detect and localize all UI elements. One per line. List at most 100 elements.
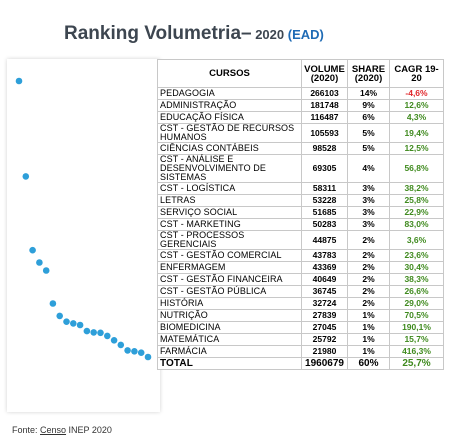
course-name-cell: CST - GESTÃO FINANCEIRA [157,273,302,286]
course-name-cell: CST - MARKETING [157,218,302,231]
scatter-point [63,318,70,326]
table-row: CST - PROCESSOS GERENCIAIS 44875 2% 3,6% [157,230,444,250]
volume-cell: 32724 [301,297,348,310]
cagr-cell: 22,9% [389,206,444,219]
volume-cell: 116487 [301,111,348,124]
total-cagr-cell: 25,7% [389,357,444,370]
cagr-cell: 12,6% [389,99,444,112]
cagr-cell: 26,6% [389,285,444,298]
volume-cell: 36745 [301,285,348,298]
share-cell: 14% [347,87,390,100]
volume-cell: 50283 [301,218,348,231]
course-name-cell: CST - ANÁLISE E DESENVOLVIMENTO DE SISTE… [157,154,302,183]
volume-cell: 69305 [301,154,348,183]
course-name-cell: PEDAGOGIA [157,87,302,100]
share-cell: 1% [347,309,390,322]
share-cell: 4% [347,154,390,183]
table-row: NUTRIÇÃO 27839 1% 70,5% [157,309,444,322]
cagr-cell: 56,8% [389,154,444,183]
course-name-cell: FARMÁCIA [157,345,302,358]
table-row: CST - ANÁLISE E DESENVOLVIMENTO DE SISTE… [157,154,444,183]
cagr-cell: 83,0% [389,218,444,231]
course-name-cell: CIÊNCIAS CONTÁBEIS [157,142,302,155]
volume-cell: 266103 [301,87,348,100]
share-cell: 2% [347,261,390,274]
cagr-cell: 38,3% [389,273,444,286]
scatter-point [70,320,77,327]
table-row: CST - GESTÃO FINANCEIRA 40649 2% 38,3% [157,273,444,286]
course-name-cell: CST - GESTÃO PÚBLICA [157,285,302,298]
scatter-point [117,341,125,349]
ranking-table: CURSOS VOLUME (2020) SHARE (2020) CAGR 1… [157,59,444,370]
scatter-point [144,353,152,361]
cagr-cell: 12,5% [389,142,444,155]
title-main: Ranking Volumetria– [64,23,252,44]
volume-cell: 27839 [301,309,348,322]
scatter-point [76,321,84,329]
cagr-cell: 4,3% [389,111,444,124]
table-row: EDUCAÇÃO FÍSICA 116487 6% 4,3% [157,111,444,124]
cagr-cell: 15,7% [389,333,444,346]
course-name-cell: ADMINISTRAÇÃO [157,99,302,112]
share-cell: 1% [347,321,390,334]
table-body: PEDAGOGIA 266103 14% -4,6% ADMINISTRAÇÃO 1817… [157,87,444,370]
course-name-cell: CST - GESTÃO DE RECURSOS HUMANOS [157,123,302,143]
volume-cell: 58311 [301,182,348,195]
table-row: CST - MARKETING 50283 3% 83,0% [157,218,444,231]
total-volume-cell: 1960679 [301,357,348,370]
table-row: ENFERMAGEM 43369 2% 30,4% [157,261,444,274]
share-cell: 2% [347,273,390,286]
title-ead: (EAD) [287,27,324,42]
header-volume: VOLUME (2020) [301,59,348,88]
share-cell: 3% [347,206,390,219]
table-header-row: CURSOS VOLUME (2020) SHARE (2020) CAGR 1… [157,59,444,88]
cagr-cell: 38,2% [389,182,444,195]
volume-cell: 44875 [301,230,348,250]
cagr-cell: 30,4% [389,261,444,274]
total-label-cell: TOTAL [157,357,302,370]
volume-cell: 105593 [301,123,348,143]
table-row: CST - GESTÃO PÚBLICA 36745 2% 26,6% [157,285,444,298]
course-name-cell: CST - PROCESSOS GERENCIAIS [157,230,302,250]
source-note: Fonte: Censo INEP 2020 [12,425,112,435]
course-name-cell: HISTÓRIA [157,297,302,310]
table-row: HISTÓRIA 32724 2% 29,0% [157,297,444,310]
table-row: CST - GESTÃO COMERCIAL 43783 2% 23,6% [157,249,444,262]
cagr-cell: 70,5% [389,309,444,322]
share-cell: 2% [347,249,390,262]
cagr-cell: 3,6% [389,230,444,250]
volume-cell: 21980 [301,345,348,358]
scatter-point [22,173,30,180]
scatter-point [110,337,118,344]
scatter-point [36,259,43,266]
course-name-cell: ENFERMAGEM [157,261,302,274]
scatter-point [49,300,57,307]
share-cell: 2% [347,230,390,250]
cagr-cell: 23,6% [389,249,444,262]
volume-cell: 98528 [301,142,348,155]
table-row: PEDAGOGIA 266103 14% -4,6% [157,87,444,100]
share-cell: 2% [347,285,390,298]
table-row: FARMÁCIA 21980 1% 416,3% [157,345,444,358]
cagr-cell: 416,3% [389,345,444,358]
cagr-cell: 25,8% [389,194,444,207]
table-row: BIOMEDICINA 27045 1% 190,1% [157,321,444,334]
volume-cell: 43369 [301,261,348,274]
source-underlined: Censo [40,425,67,435]
share-cell: 5% [347,123,390,143]
table-row: SERVIÇO SOCIAL 51685 3% 22,9% [157,206,444,219]
source-suffix: INEP 2020 [66,425,112,435]
course-name-cell: SERVIÇO SOCIAL [157,206,302,219]
scatter-point [42,267,50,274]
course-name-cell: EDUCAÇÃO FÍSICA [157,111,302,124]
scatter-plot-panel [7,59,160,412]
volume-cell: 53228 [301,194,348,207]
header-share: SHARE (2020) [347,59,390,88]
total-share-cell: 60% [347,357,390,370]
table-row: LETRAS 53228 3% 25,8% [157,194,444,207]
share-cell: 5% [347,142,390,155]
cagr-cell: 19,4% [389,123,444,143]
course-name-cell: MATEMÁTICA [157,333,302,346]
scatter-point [104,332,111,340]
course-name-cell: CST - LOGÍSTICA [157,182,302,195]
